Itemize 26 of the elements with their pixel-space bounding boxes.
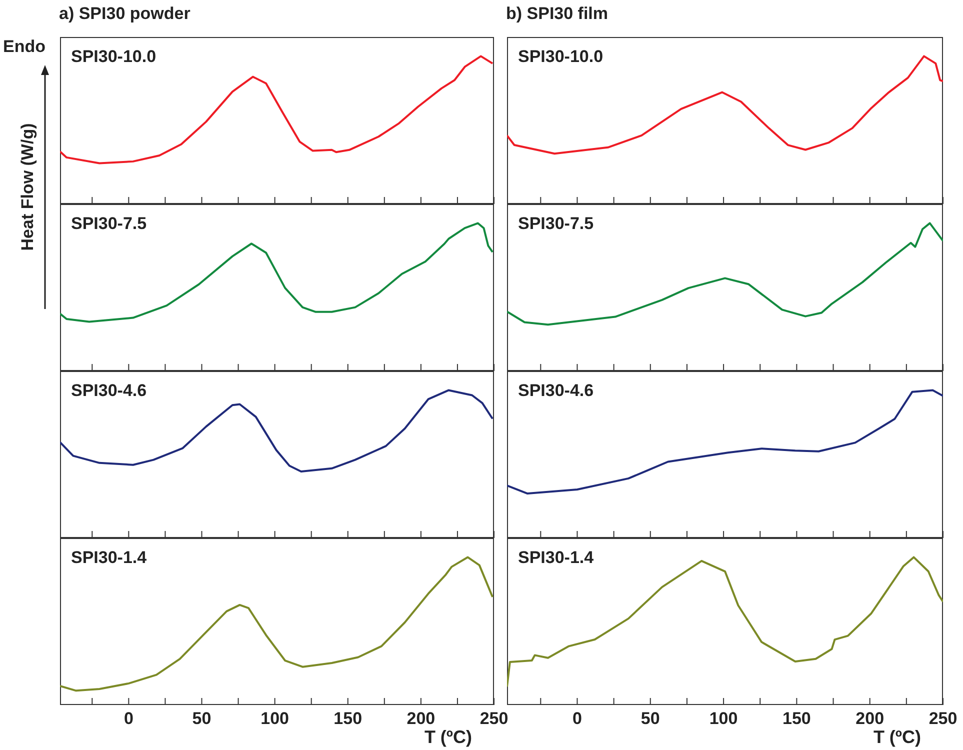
text: Endo	[3, 37, 46, 57]
text: SPI30-4.6	[518, 381, 594, 401]
text: SPI30-10.0	[71, 47, 156, 67]
text: SPI30-7.5	[518, 214, 594, 234]
x-tick-label: 200	[856, 709, 884, 728]
x-tick-label: 0	[572, 709, 582, 728]
x-tick-label: 150	[334, 709, 362, 728]
x-tick-label: 50	[192, 709, 212, 728]
x-tick-label: 100	[260, 709, 289, 728]
text: SPI30-4.6	[71, 381, 147, 401]
x-tick-label: 0	[124, 709, 134, 728]
x-tick-label: 250	[480, 709, 508, 728]
chart-title: a) SPI30 powder	[59, 4, 190, 24]
text: SPI30-1.4	[518, 548, 594, 568]
x-tick-label: 250	[928, 709, 958, 728]
text: SPI30-10.0	[518, 47, 604, 67]
x-axis-title: T (ºC)	[424, 727, 472, 748]
text: SPI30-1.4	[71, 548, 147, 568]
x-tick-label: 150	[782, 709, 811, 728]
x-tick-label: 50	[640, 709, 660, 728]
y-axis-title: Heat Flow (W/g)	[18, 123, 38, 251]
text: SPI30-7.5	[71, 214, 147, 234]
x-axis-title: T (ºC)	[873, 727, 921, 748]
x-tick-label: 100	[709, 709, 738, 728]
x-tick-label: 200	[406, 709, 436, 728]
chart-title: b) SPI30 film	[506, 4, 608, 24]
